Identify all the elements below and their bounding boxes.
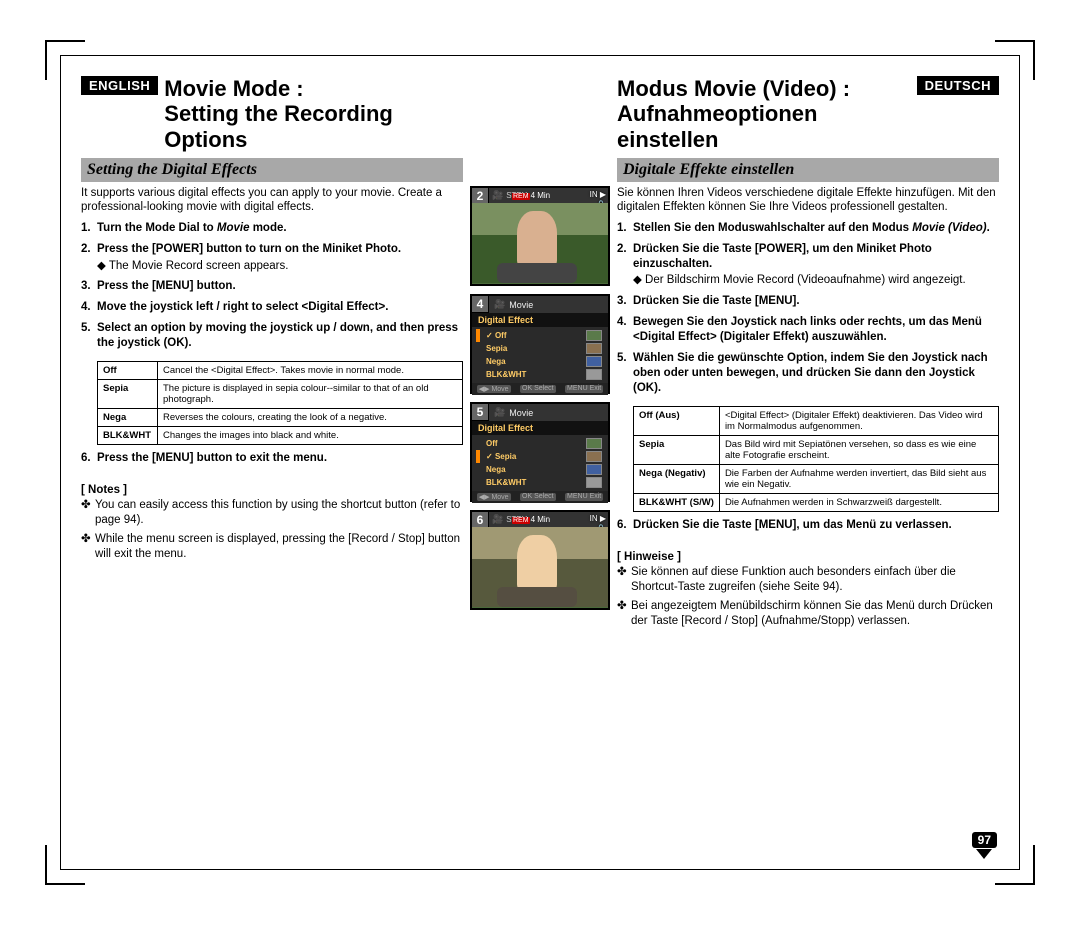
lang-badge-de: DEUTSCH xyxy=(917,76,999,95)
screenshot-6: 6 🎥STBY REM4 Min 640🔇S IN ▶🔒AEAWB⏱ xyxy=(470,510,610,610)
lang-badge-en: ENGLISH xyxy=(81,76,158,95)
screenshot-strip: 2 🎥STBY REM4 Min 640🔇 IN ▶🔒AEAWB⏱ 4 🎥Mov… xyxy=(469,76,611,859)
step-3-en: Press the [MENU] button. xyxy=(81,279,463,294)
step-2-en: Press the [POWER] button to turn on the … xyxy=(81,242,463,274)
note-1-en: You can easily access this function by u… xyxy=(81,498,463,528)
step-4-de: Bewegen Sie den Joystick nach links oder… xyxy=(617,315,999,345)
steps-en-cont: Press the [MENU] button to exit the menu… xyxy=(81,451,463,472)
manual-page: ENGLISH Movie Mode : Setting the Recordi… xyxy=(60,55,1020,870)
column-english: ENGLISH Movie Mode : Setting the Recordi… xyxy=(81,76,469,859)
page-number: 97 xyxy=(972,832,997,859)
step-1-en: Turn the Mode Dial to Movie mode. xyxy=(81,221,463,236)
steps-en: Turn the Mode Dial to Movie mode. Press … xyxy=(81,221,463,358)
step-4-en: Move the joystick left / right to select… xyxy=(81,300,463,315)
intro-de: Sie können Ihren Videos verschiedene dig… xyxy=(617,186,999,215)
step-1-de: Stellen Sie den Moduswahlschalter auf de… xyxy=(617,221,999,236)
screenshot-number: 5 xyxy=(471,403,489,421)
notes-head-en: [ Notes ] xyxy=(81,484,463,496)
notes-head-de: [ Hinweise ] xyxy=(617,551,999,563)
title-en-2: Setting the Recording Options xyxy=(164,101,463,152)
note-2-de: Bei angezeigtem Menübildschirm können Si… xyxy=(617,599,999,629)
steps-de: Stellen Sie den Moduswahlschalter auf de… xyxy=(617,221,999,402)
step-6-en: Press the [MENU] button to exit the menu… xyxy=(81,451,463,466)
section-bar-de: Digitale Effekte einstellen xyxy=(617,158,999,182)
title-de-1: Modus Movie (Video) : xyxy=(617,76,911,101)
step-5-en: Select an option by moving the joystick … xyxy=(81,321,463,351)
screenshot-4: 4 🎥Movie Digital Effect Off Sepia Nega B… xyxy=(470,294,610,394)
section-bar-en: Setting the Digital Effects xyxy=(81,158,463,182)
intro-en: It supports various digital effects you … xyxy=(81,186,463,215)
steps-de-cont: Drücken Sie die Taste [MENU], um das Men… xyxy=(617,518,999,539)
step-5-de: Wählen Sie die gewünschte Option, indem … xyxy=(617,351,999,396)
effects-table-de: Off (Aus)<Digital Effect> (Digitaler Eff… xyxy=(633,406,999,512)
screenshot-5: 5 🎥Movie Digital Effect Off Sepia Nega B… xyxy=(470,402,610,502)
note-1-de: Sie können auf diese Funktion auch beson… xyxy=(617,565,999,595)
screenshot-2: 2 🎥STBY REM4 Min 640🔇 IN ▶🔒AEAWB⏱ xyxy=(470,186,610,286)
step-2-de: Drücken Sie die Taste [POWER], um den Mi… xyxy=(617,242,999,289)
effects-table-en: OffCancel the <Digital Effect>. Takes mo… xyxy=(97,361,463,445)
title-de-2: Aufnahmeoptionen einstellen xyxy=(617,101,911,152)
screenshot-number: 4 xyxy=(471,295,489,313)
notes-de: Sie können auf diese Funktion auch beson… xyxy=(617,565,999,633)
note-2-en: While the menu screen is displayed, pres… xyxy=(81,532,463,562)
title-en-1: Movie Mode : xyxy=(164,76,463,101)
step-3-de: Drücken Sie die Taste [MENU]. xyxy=(617,294,999,309)
step-6-de: Drücken Sie die Taste [MENU], um das Men… xyxy=(617,518,999,533)
column-deutsch: Modus Movie (Video) : Aufnahmeoptionen e… xyxy=(611,76,999,859)
notes-en: You can easily access this function by u… xyxy=(81,498,463,566)
